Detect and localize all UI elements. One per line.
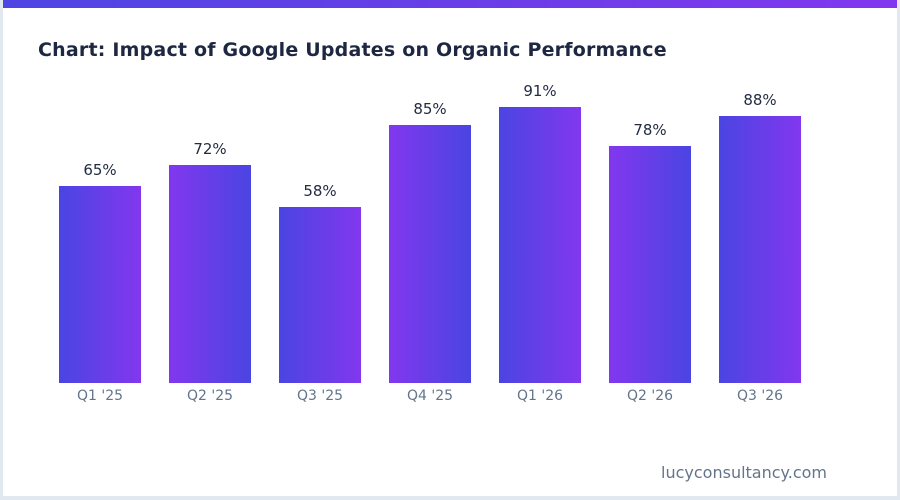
bar-value-label: 65%: [83, 161, 117, 179]
page-title: Chart: Impact of Google Updates on Organ…: [38, 38, 667, 61]
bar-value-label: 72%: [193, 140, 227, 158]
x-axis-label: Q3 '26: [736, 388, 784, 404]
x-axis-label: Q1 '26: [516, 388, 564, 404]
bar: [389, 125, 471, 383]
accent-bar: [3, 0, 897, 8]
bar: [719, 116, 801, 383]
x-axis-label: Q2 '26: [626, 388, 674, 404]
bar: [59, 186, 141, 383]
bar: [279, 207, 361, 383]
x-axis: Q1 '25 Q2 '25 Q3 '25 Q4 '25 Q1 '26 Q2 '26 Q3 '…: [59, 388, 801, 404]
bar-cell: 72%: [169, 142, 251, 383]
bar-value-label: 58%: [303, 182, 337, 200]
bar-cell: 88%: [719, 93, 801, 383]
bar-chart: 65% 72% 58% 85% 91% 78% 88%: [59, 60, 801, 383]
bar-value-label: 78%: [633, 121, 667, 139]
bar: [169, 165, 251, 383]
bar-cell: 65%: [59, 163, 141, 383]
bar-cell: 85%: [389, 102, 471, 383]
x-axis-label: Q4 '25: [406, 388, 454, 404]
footer-website: lucyconsultancy.com: [661, 463, 827, 482]
bar-value-label: 85%: [413, 100, 447, 118]
bar-value-label: 91%: [523, 82, 557, 100]
bar-value-label: 88%: [743, 91, 777, 109]
bar: [499, 107, 581, 383]
bar-cell: 78%: [609, 123, 691, 383]
bar-cell: 58%: [279, 184, 361, 383]
x-axis-label: Q3 '25: [296, 388, 344, 404]
x-axis-label: Q1 '25: [76, 388, 124, 404]
x-axis-label: Q2 '25: [186, 388, 234, 404]
bar: [609, 146, 691, 383]
bar-cell: 91%: [499, 84, 581, 383]
